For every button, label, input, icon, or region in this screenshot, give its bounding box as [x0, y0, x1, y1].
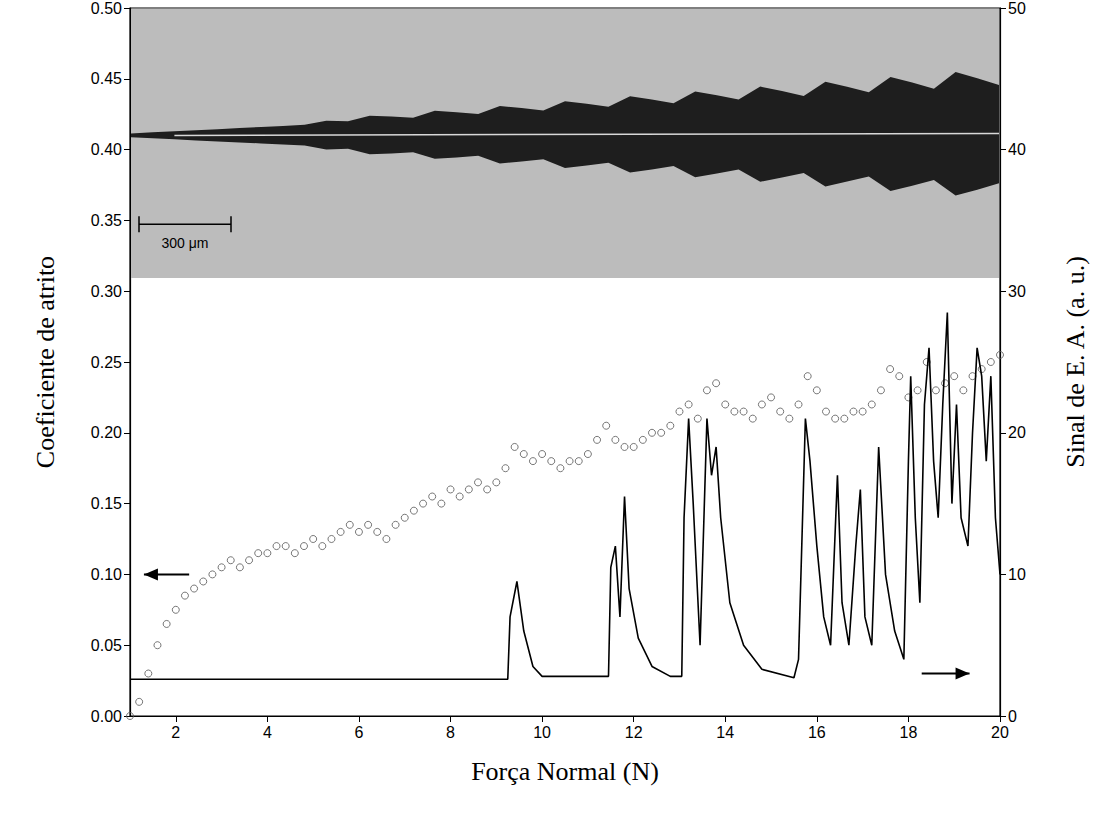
svg-text:18: 18 [900, 724, 918, 741]
svg-text:12: 12 [625, 724, 643, 741]
svg-text:Sinal de E. A. (a. u.): Sinal de E. A. (a. u.) [1061, 256, 1090, 468]
svg-text:6: 6 [354, 724, 363, 741]
svg-text:16: 16 [808, 724, 826, 741]
svg-text:0.50: 0.50 [91, 0, 122, 17]
svg-text:30: 30 [1008, 283, 1026, 300]
svg-text:14: 14 [716, 724, 734, 741]
svg-text:0.20: 0.20 [91, 424, 122, 441]
svg-text:50: 50 [1008, 0, 1026, 17]
svg-text:0.35: 0.35 [91, 212, 122, 229]
svg-text:0.00: 0.00 [91, 708, 122, 725]
svg-text:0.10: 0.10 [91, 566, 122, 583]
svg-text:0: 0 [1008, 708, 1017, 725]
svg-text:10: 10 [533, 724, 551, 741]
svg-text:20: 20 [991, 724, 1009, 741]
svg-text:Força Normal (N): Força Normal (N) [471, 757, 659, 786]
svg-text:300 μm: 300 μm [162, 235, 209, 251]
svg-text:0.45: 0.45 [91, 70, 122, 87]
svg-text:0.40: 0.40 [91, 141, 122, 158]
svg-text:4: 4 [263, 724, 272, 741]
svg-text:0.25: 0.25 [91, 354, 122, 371]
svg-text:Coeficiente de atrito: Coeficiente de atrito [31, 256, 60, 468]
svg-text:0.05: 0.05 [91, 637, 122, 654]
svg-text:0.15: 0.15 [91, 495, 122, 512]
svg-text:20: 20 [1008, 424, 1026, 441]
svg-text:0.30: 0.30 [91, 283, 122, 300]
svg-text:40: 40 [1008, 141, 1026, 158]
svg-text:10: 10 [1008, 566, 1026, 583]
svg-text:2: 2 [171, 724, 180, 741]
svg-text:8: 8 [446, 724, 455, 741]
